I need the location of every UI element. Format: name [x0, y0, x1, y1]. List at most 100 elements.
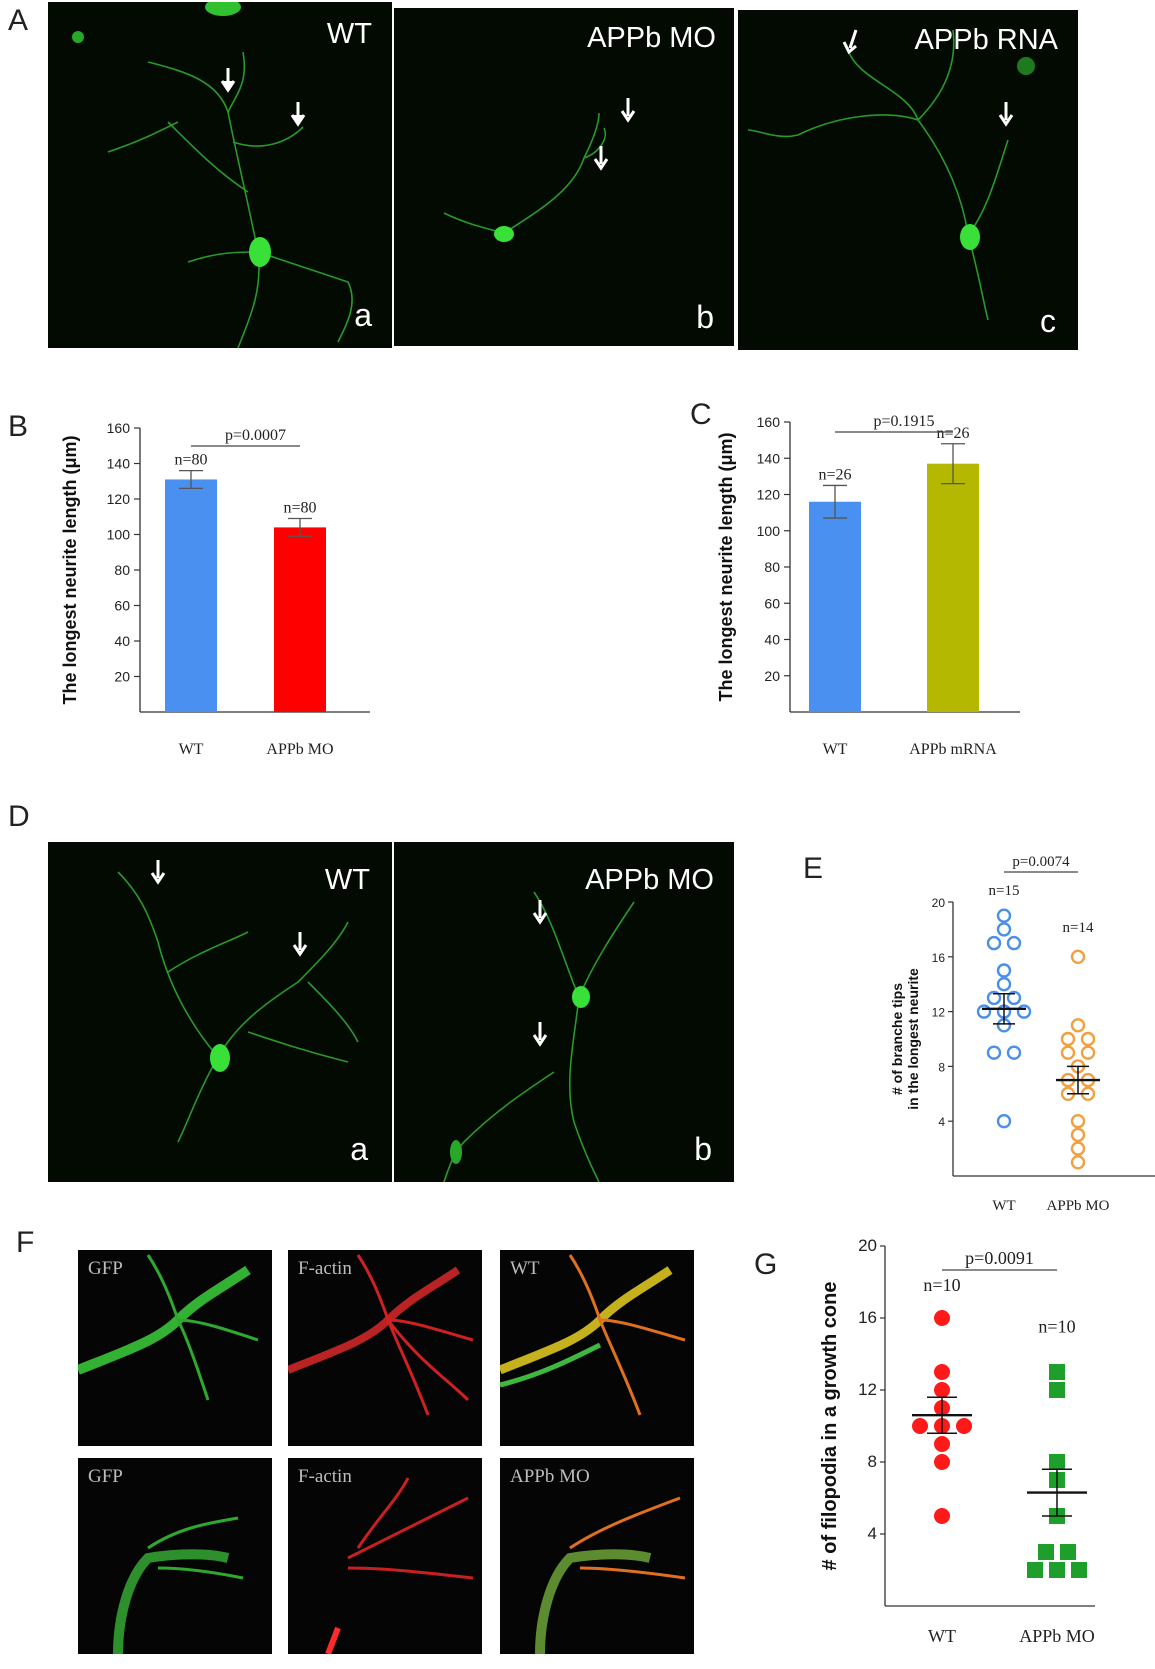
- data-point: [934, 1454, 950, 1470]
- panel-letter-d: D: [8, 800, 30, 833]
- micrograph-d-wt: WT a: [48, 842, 392, 1182]
- p-value-label: p=0.0074: [1012, 854, 1070, 870]
- n-label: n=10: [1038, 1316, 1075, 1336]
- image-label: APPb MO: [585, 864, 714, 896]
- data-point: [1027, 1562, 1043, 1578]
- data-point: [1070, 1127, 1086, 1143]
- y-tick-label: 160: [107, 420, 131, 436]
- tile-label: WT: [510, 1258, 540, 1279]
- x-tick-label: WT: [992, 1198, 1015, 1214]
- data-point: [996, 922, 1012, 937]
- panel-letter-f: F: [16, 1226, 35, 1259]
- tile-label: F-actin: [298, 1258, 352, 1279]
- data-point: [1038, 1544, 1054, 1560]
- f-tile-mo-factin: F-actin: [288, 1458, 482, 1654]
- growth-cone-image: [78, 1254, 259, 1401]
- neuron-image: [747, 29, 1035, 321]
- data-point: [934, 1436, 950, 1452]
- neuron-image: [443, 891, 635, 1182]
- panel-letter-c: C: [690, 398, 712, 431]
- y-tick-label: 16: [932, 951, 946, 965]
- tile-label: APPb MO: [510, 1466, 590, 1487]
- n-label: n=14: [1063, 920, 1094, 936]
- data-point: [986, 935, 1002, 951]
- n-label: n=80: [283, 500, 316, 517]
- chart-svg: 20 40 60 80 100 120 140 160 The longest neurite …: [60, 420, 370, 758]
- panel-letter-b: B: [8, 410, 29, 443]
- y-tick-label: 40: [764, 632, 780, 648]
- f-tile-mo-merge: APPb MO: [500, 1458, 694, 1654]
- n-label: n=26: [936, 425, 969, 442]
- chart-e: 4 8 12 16 20 # of branche tips in the longest …: [880, 850, 1155, 1230]
- f-tile-wt-factin: F-actin: [288, 1250, 482, 1446]
- data-point: [1006, 990, 1022, 1006]
- micrograph-d-mo: APPb MO b: [394, 842, 734, 1182]
- data-point: [1070, 949, 1086, 965]
- y-tick-label: 8: [868, 1452, 877, 1471]
- data-point: [1060, 1045, 1076, 1060]
- neuron-image: [72, 2, 353, 348]
- x-tick-label: APPb MO: [1019, 1626, 1095, 1646]
- data-point: [986, 990, 1002, 1006]
- data-point: [1049, 1382, 1065, 1398]
- micrograph-a-mo: APPb MO b: [394, 8, 734, 346]
- x-tick-label: WT: [928, 1626, 956, 1646]
- micrograph-a-wt: WT a: [48, 2, 392, 348]
- y-tick-label: 80: [114, 562, 130, 578]
- data-point: [1070, 1018, 1086, 1033]
- neuron-image: [117, 860, 359, 1143]
- y-tick-label: 100: [107, 527, 131, 543]
- n-label: n=15: [989, 883, 1020, 899]
- growth-cone-image: [113, 1516, 244, 1654]
- image-label: APPb MO: [587, 22, 716, 54]
- x-tick-label: APPb MO: [266, 741, 333, 758]
- y-tick-label: 20: [764, 668, 780, 684]
- y-axis-label: # of filopodia in a growth cone: [819, 1282, 841, 1571]
- data-point: [1060, 1544, 1076, 1560]
- image-sublabel: a: [354, 297, 372, 333]
- y-tick-label: 140: [107, 456, 131, 472]
- y-axis-label: # of branche tips: [889, 983, 905, 1095]
- y-tick-label: 160: [757, 414, 781, 430]
- data-point: [1071, 1562, 1087, 1578]
- data-point: [956, 1418, 972, 1434]
- p-value-label: p=0.1915: [873, 413, 934, 430]
- p-value-label: p=0.0007: [225, 427, 286, 444]
- data-point: [1070, 1114, 1086, 1129]
- f-tile-mo-gfp: GFP: [78, 1458, 272, 1654]
- bar: [274, 527, 326, 712]
- chart-b: 20 40 60 80 100 120 140 160 The longest neurite …: [60, 420, 380, 810]
- data-point: [1006, 1045, 1022, 1060]
- y-tick-label: 4: [938, 1115, 945, 1129]
- growth-cone-image: [325, 1477, 474, 1654]
- growth-cone-image: [500, 1254, 686, 1416]
- chart-g: 4 8 12 16 20 # of filopodia in a growth cone n…: [819, 1220, 1155, 1669]
- y-tick-label: 4: [868, 1524, 877, 1543]
- data-point: [996, 976, 1012, 992]
- image-label: WT: [324, 864, 370, 896]
- y-tick-label: 12: [858, 1380, 877, 1399]
- x-tick-label: APPb mRNA: [909, 741, 997, 758]
- data-point: [1080, 1031, 1096, 1047]
- data-point: [1049, 1562, 1065, 1578]
- data-point: [1070, 1155, 1086, 1170]
- y-tick-label: 80: [764, 559, 780, 575]
- y-tick-label: 20: [932, 896, 946, 910]
- data-point: [934, 1364, 950, 1380]
- f-tile-wt-merge: WT: [500, 1250, 694, 1446]
- y-tick-label: 20: [858, 1236, 877, 1255]
- growth-cone-image: [535, 1496, 686, 1654]
- data-point: [934, 1508, 950, 1524]
- data-point: [912, 1418, 928, 1434]
- image-sublabel: c: [1040, 303, 1056, 339]
- x-tick-label: WT: [823, 741, 848, 758]
- y-tick-label: 16: [858, 1308, 877, 1327]
- x-tick-label: WT: [179, 741, 204, 758]
- bar: [165, 479, 217, 712]
- bar: [927, 463, 979, 712]
- data-point: [986, 1045, 1002, 1060]
- data-point: [996, 908, 1012, 923]
- panel-letter-g: G: [754, 1248, 778, 1281]
- y-tick-label: 12: [932, 1006, 946, 1020]
- y-tick-label: 120: [757, 487, 781, 503]
